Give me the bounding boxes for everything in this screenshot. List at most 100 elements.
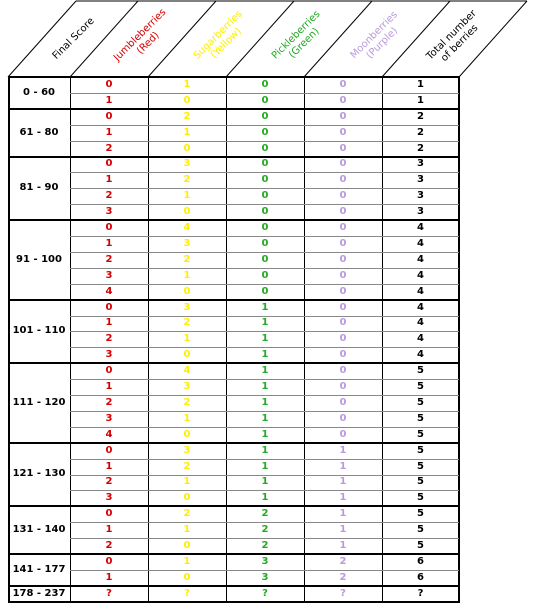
cell-total: 5 (417, 365, 424, 377)
cell-red: 1 (105, 317, 113, 329)
score-range-label: 0 - 60 (23, 86, 55, 98)
cell-purple: 0 (339, 349, 347, 361)
row-divider (70, 188, 459, 190)
cell-yellow: 0 (183, 94, 191, 106)
row-divider (70, 569, 459, 571)
cell-red: 1 (105, 381, 113, 393)
cell-total: 3 (417, 158, 424, 170)
header-divider (69, 0, 139, 78)
cell-total: 2 (417, 110, 424, 122)
body-top-border (8, 76, 460, 78)
cell-green: 0 (261, 174, 269, 186)
cell-purple: 0 (339, 301, 347, 313)
cell-green: 0 (261, 126, 269, 138)
cell-green: 1 (261, 365, 269, 377)
row-divider (70, 251, 459, 253)
cell-purple: 0 (339, 94, 347, 106)
cell-green: 1 (261, 412, 269, 424)
cell-red: 0 (105, 301, 113, 313)
cell-red: 1 (105, 126, 113, 138)
cell-yellow: 0 (183, 142, 191, 154)
header-divider (458, 0, 528, 78)
row-divider (70, 172, 459, 174)
cell-green: 0 (261, 158, 269, 170)
cell-green: 0 (261, 206, 269, 218)
cell-red: 3 (105, 349, 113, 361)
cell-purple: 0 (339, 365, 347, 377)
cell-green: 1 (261, 301, 269, 313)
cell-total: 4 (417, 301, 424, 313)
cell-purple: 0 (339, 222, 347, 234)
cell-red: 0 (105, 444, 113, 456)
cell-total: 4 (417, 222, 424, 234)
cell-red: 0 (105, 222, 113, 234)
cell-red: 4 (105, 428, 113, 440)
row-divider (70, 204, 459, 206)
cell-green: 3 (261, 571, 269, 583)
cell-red: ? (106, 587, 112, 599)
group-divider (8, 553, 459, 555)
row-divider (70, 267, 459, 269)
cell-green: 1 (261, 317, 269, 329)
group-divider (8, 584, 459, 587)
cell-total: 2 (417, 126, 424, 138)
column-border (148, 77, 149, 603)
cell-purple: 0 (339, 190, 347, 202)
cell-green: 2 (261, 508, 269, 520)
cell-yellow: 0 (183, 349, 191, 361)
cell-purple: 0 (339, 237, 347, 249)
cell-red: 1 (105, 571, 113, 583)
cell-purple: 0 (339, 110, 347, 122)
cell-purple: 0 (339, 78, 347, 90)
cell-purple: 0 (339, 317, 347, 329)
cell-purple: 0 (339, 174, 347, 186)
cell-total: 4 (417, 317, 424, 329)
cell-red: 3 (105, 206, 113, 218)
cell-total: 4 (417, 253, 424, 265)
row-divider (70, 379, 459, 381)
cell-green: 1 (261, 428, 269, 440)
cell-purple: 0 (339, 333, 347, 345)
cell-purple: 0 (339, 428, 347, 440)
column-border (70, 77, 71, 603)
row-divider (70, 410, 459, 412)
score-range-label: 91 - 100 (16, 253, 62, 265)
cell-yellow: 2 (183, 317, 191, 329)
cell-purple: 0 (339, 285, 347, 297)
cell-red: 0 (105, 365, 113, 377)
group-divider (8, 155, 459, 158)
cell-red: 0 (105, 110, 113, 122)
group-divider (8, 441, 459, 444)
score-range-label: 178 - 237 (12, 587, 66, 599)
cell-green: 0 (261, 253, 269, 265)
cell-red: 1 (105, 524, 113, 536)
cell-purple: 2 (339, 555, 347, 567)
cell-red: 2 (105, 476, 113, 488)
cell-red: 2 (105, 253, 113, 265)
cell-purple: 1 (339, 540, 347, 552)
group-divider (8, 107, 459, 110)
cell-total: 4 (417, 349, 424, 361)
cell-red: 3 (105, 269, 113, 281)
cell-green: 0 (261, 222, 269, 234)
cell-green: 0 (261, 237, 269, 249)
group-divider (8, 505, 459, 508)
column-border (226, 77, 227, 603)
cell-red: 2 (105, 540, 113, 552)
cell-green: 2 (261, 524, 269, 536)
cell-green: 3 (261, 555, 269, 567)
cell-yellow: 1 (183, 555, 191, 567)
cell-total: 6 (417, 555, 424, 567)
cell-total: 1 (417, 78, 424, 90)
header-red-label: Jumbleberries(Red) (111, 7, 176, 72)
cell-yellow: 1 (183, 269, 191, 281)
cell-total: 3 (417, 174, 424, 186)
cell-yellow: 3 (183, 381, 191, 393)
cell-total: 3 (417, 206, 424, 218)
cell-total: 3 (417, 190, 424, 202)
column-border (304, 77, 305, 603)
header-divider (147, 0, 217, 78)
cell-purple: 0 (339, 206, 347, 218)
cell-red: 4 (105, 285, 113, 297)
cell-purple: ? (340, 587, 346, 599)
